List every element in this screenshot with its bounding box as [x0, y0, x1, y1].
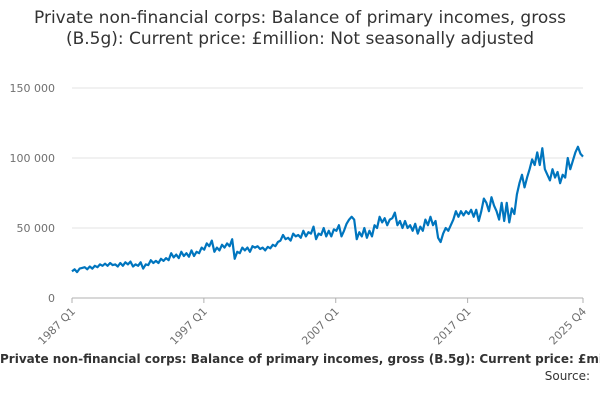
x-tick-label: 2025 Q4 [547, 305, 590, 348]
x-axis-tick-labels: 1987 Q1 1997 Q1 2007 Q1 2017 Q1 2025 Q4 [36, 298, 590, 348]
y-tick-label: 100 000 [10, 152, 56, 165]
y-tick-label: 0 [48, 292, 55, 305]
series-lines [71, 145, 584, 274]
y-tick-label: 150 000 [10, 82, 56, 95]
source-note: Source: [544, 369, 590, 383]
x-tick-label: 2017 Q1 [431, 305, 474, 348]
x-tick-label: 2007 Q1 [299, 305, 342, 348]
series-line [71, 145, 584, 274]
chart-title: Private non-financial corps: Balance of … [34, 8, 566, 49]
x-tick-label: 1987 Q1 [36, 305, 79, 348]
y-tick-label: 50 000 [17, 222, 56, 235]
legend-entry: Private non-financial corps: Balance of … [0, 352, 600, 366]
x-tick-label: 1997 Q1 [167, 305, 210, 348]
y-axis-tick-labels: 0 50 000 100 000 150 000 [10, 82, 56, 305]
gridlines [72, 87, 583, 299]
